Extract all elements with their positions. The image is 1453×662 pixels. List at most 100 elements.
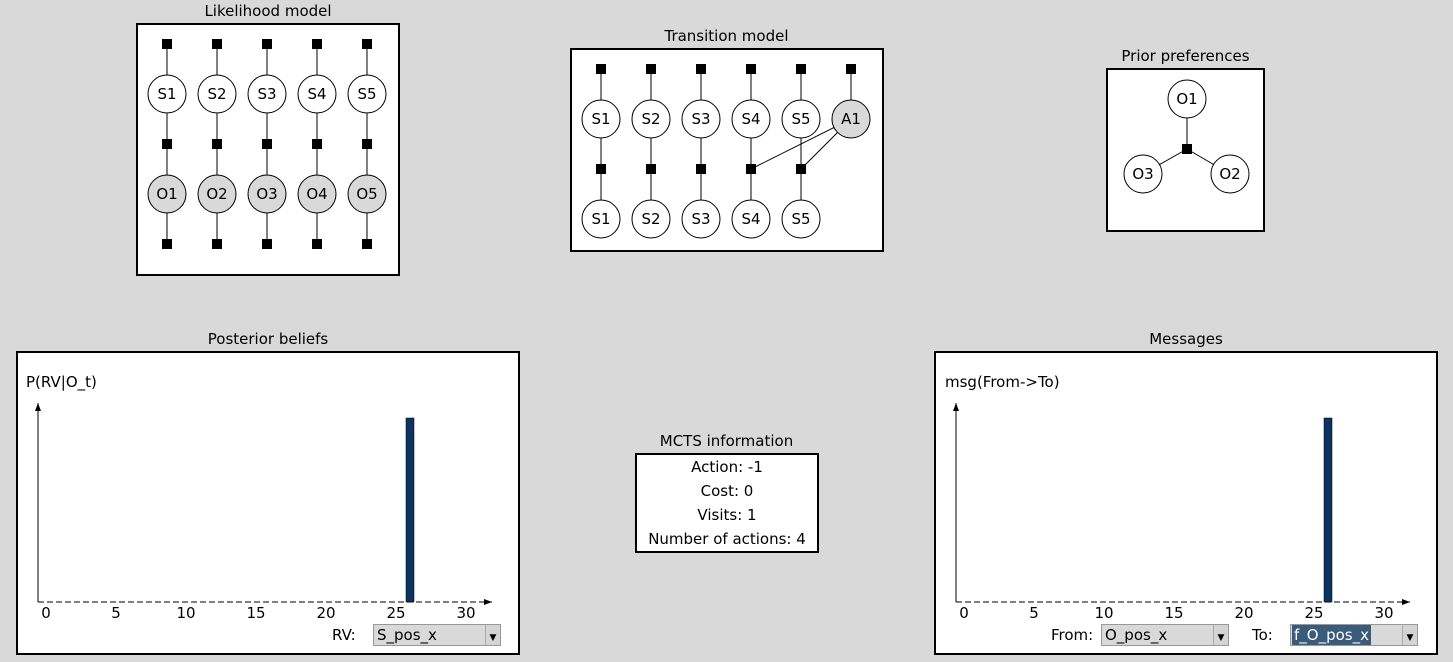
chevron-down-icon[interactable]: ▼ (1402, 625, 1417, 645)
variable-node (1210, 154, 1250, 194)
variable-node-label: S2 (641, 210, 660, 228)
to-select[interactable]: f_O_pos_x ▼ (1290, 624, 1418, 646)
x-tick-label: 20 (316, 604, 335, 622)
variable-node (1167, 79, 1207, 119)
factor-node (1182, 144, 1192, 154)
variable-node (581, 99, 621, 139)
variable-node-label: S4 (741, 210, 760, 228)
x-tick-label: 15 (1164, 604, 1183, 622)
variable-node-label: O3 (1132, 165, 1153, 183)
variable-node-label: S3 (257, 85, 276, 103)
variable-node (731, 99, 771, 139)
variable-node-label: O3 (256, 185, 277, 203)
x-tick-label: 25 (1304, 604, 1323, 622)
factor-node (162, 39, 172, 49)
variable-node-label: O1 (156, 185, 177, 203)
likelihood-model-title: Likelihood model (204, 2, 332, 20)
variable-node-label: S5 (357, 85, 376, 103)
factor-node (212, 139, 222, 149)
from-label: From: (1051, 626, 1094, 644)
rv-select[interactable]: S_pos_x ▼ (373, 624, 501, 646)
factor-node (362, 39, 372, 49)
variable-node (1123, 154, 1163, 194)
variable-node-label: O2 (206, 185, 227, 203)
variable-node-label: S1 (157, 85, 176, 103)
likelihood-model-panel: S1 O1 S2 O2 S3 O3 S4 O4 S5 O5 (136, 23, 400, 276)
factor-node (262, 239, 272, 249)
transition-model-title: Transition model (664, 27, 789, 45)
variable-node (297, 74, 337, 114)
mcts-panel: Action: -1 Cost: 0 Visits: 1 Number of a… (635, 453, 819, 553)
x-tick-label: 10 (176, 604, 195, 622)
variable-node-label: S5 (791, 210, 810, 228)
mcts-action: Action: -1 (691, 458, 763, 476)
factor-node (162, 239, 172, 249)
mcts-visits: Visits: 1 (697, 506, 757, 524)
mcts-number-of-actions: Number of actions: 4 (648, 530, 806, 548)
transition-factor-graph: S1 S1 S2 S2 S3 S3 S4 S4 S5 S5 A1 (581, 64, 871, 239)
posterior-beliefs-panel: P(RV|O_t) 0 5 10 15 20 25 30 RV: S_pos_x ▼ (16, 351, 520, 655)
variable-node (681, 199, 721, 239)
variable-node (347, 74, 387, 114)
prior-factor-graph: O1 O3 O2 (1123, 79, 1250, 194)
posterior-chart: 0 5 10 15 20 25 30 (35, 403, 492, 622)
variable-node (147, 174, 187, 214)
variable-node (581, 199, 621, 239)
prior-preferences-title: Prior preferences (1121, 47, 1250, 65)
variable-node-label: S3 (691, 110, 710, 128)
posterior-beliefs-title: Posterior beliefs (207, 330, 329, 348)
mcts-cost: Cost: 0 (700, 482, 754, 500)
x-axis-arrow (484, 599, 492, 605)
variable-node (247, 174, 287, 214)
rv-label: RV: (332, 626, 356, 644)
x-tick-label: 15 (246, 604, 265, 622)
prior-preferences-panel: O1 O3 O2 (1106, 68, 1265, 232)
variable-node (197, 74, 237, 114)
factor-node (162, 139, 172, 149)
variable-node-label: S1 (591, 210, 610, 228)
bar (405, 417, 415, 603)
variable-node (347, 174, 387, 214)
variable-node (197, 174, 237, 214)
y-axis-arrow (35, 403, 41, 411)
x-tick-label: 5 (1029, 604, 1039, 622)
x-tick-label: 30 (1374, 604, 1393, 622)
variable-node (247, 74, 287, 114)
factor-node (796, 164, 806, 174)
from-select[interactable]: O_pos_x ▼ (1101, 624, 1229, 646)
rv-select-value: S_pos_x (377, 626, 437, 644)
messages-title: Messages (1149, 330, 1223, 348)
variable-node-label: S5 (791, 110, 810, 128)
x-tick-label: 0 (959, 604, 969, 622)
factor-node (262, 139, 272, 149)
variable-node (147, 74, 187, 114)
to-select-value: f_O_pos_x (1292, 625, 1371, 645)
variable-node-label: S4 (741, 110, 760, 128)
y-axis-arrow (953, 403, 959, 411)
variable-node-label: O1 (1176, 90, 1197, 108)
variable-node-label: S2 (207, 85, 226, 103)
variable-node-label: A1 (841, 110, 861, 128)
factor-node (746, 64, 756, 74)
factor-node (846, 64, 856, 74)
chevron-down-icon[interactable]: ▼ (485, 625, 500, 645)
bar (1323, 417, 1333, 603)
factor-node (262, 39, 272, 49)
chevron-down-icon[interactable]: ▼ (1213, 625, 1228, 645)
factor-node (746, 164, 756, 174)
variable-node-label: S4 (307, 85, 326, 103)
variable-node (831, 99, 871, 139)
variable-node (297, 174, 337, 214)
messages-chart: 0 5 10 15 20 25 30 (953, 403, 1410, 622)
variable-node-label: S3 (691, 210, 710, 228)
factor-node (646, 64, 656, 74)
mcts-title: MCTS information (659, 432, 794, 450)
x-axis-arrow (1402, 599, 1410, 605)
messages-y-label: msg(From->To) (945, 373, 1060, 391)
from-select-value: O_pos_x (1105, 626, 1168, 644)
factor-node (212, 239, 222, 249)
variable-node (631, 199, 671, 239)
x-tick-label: 20 (1234, 604, 1253, 622)
variable-node (631, 99, 671, 139)
factor-node (596, 164, 606, 174)
